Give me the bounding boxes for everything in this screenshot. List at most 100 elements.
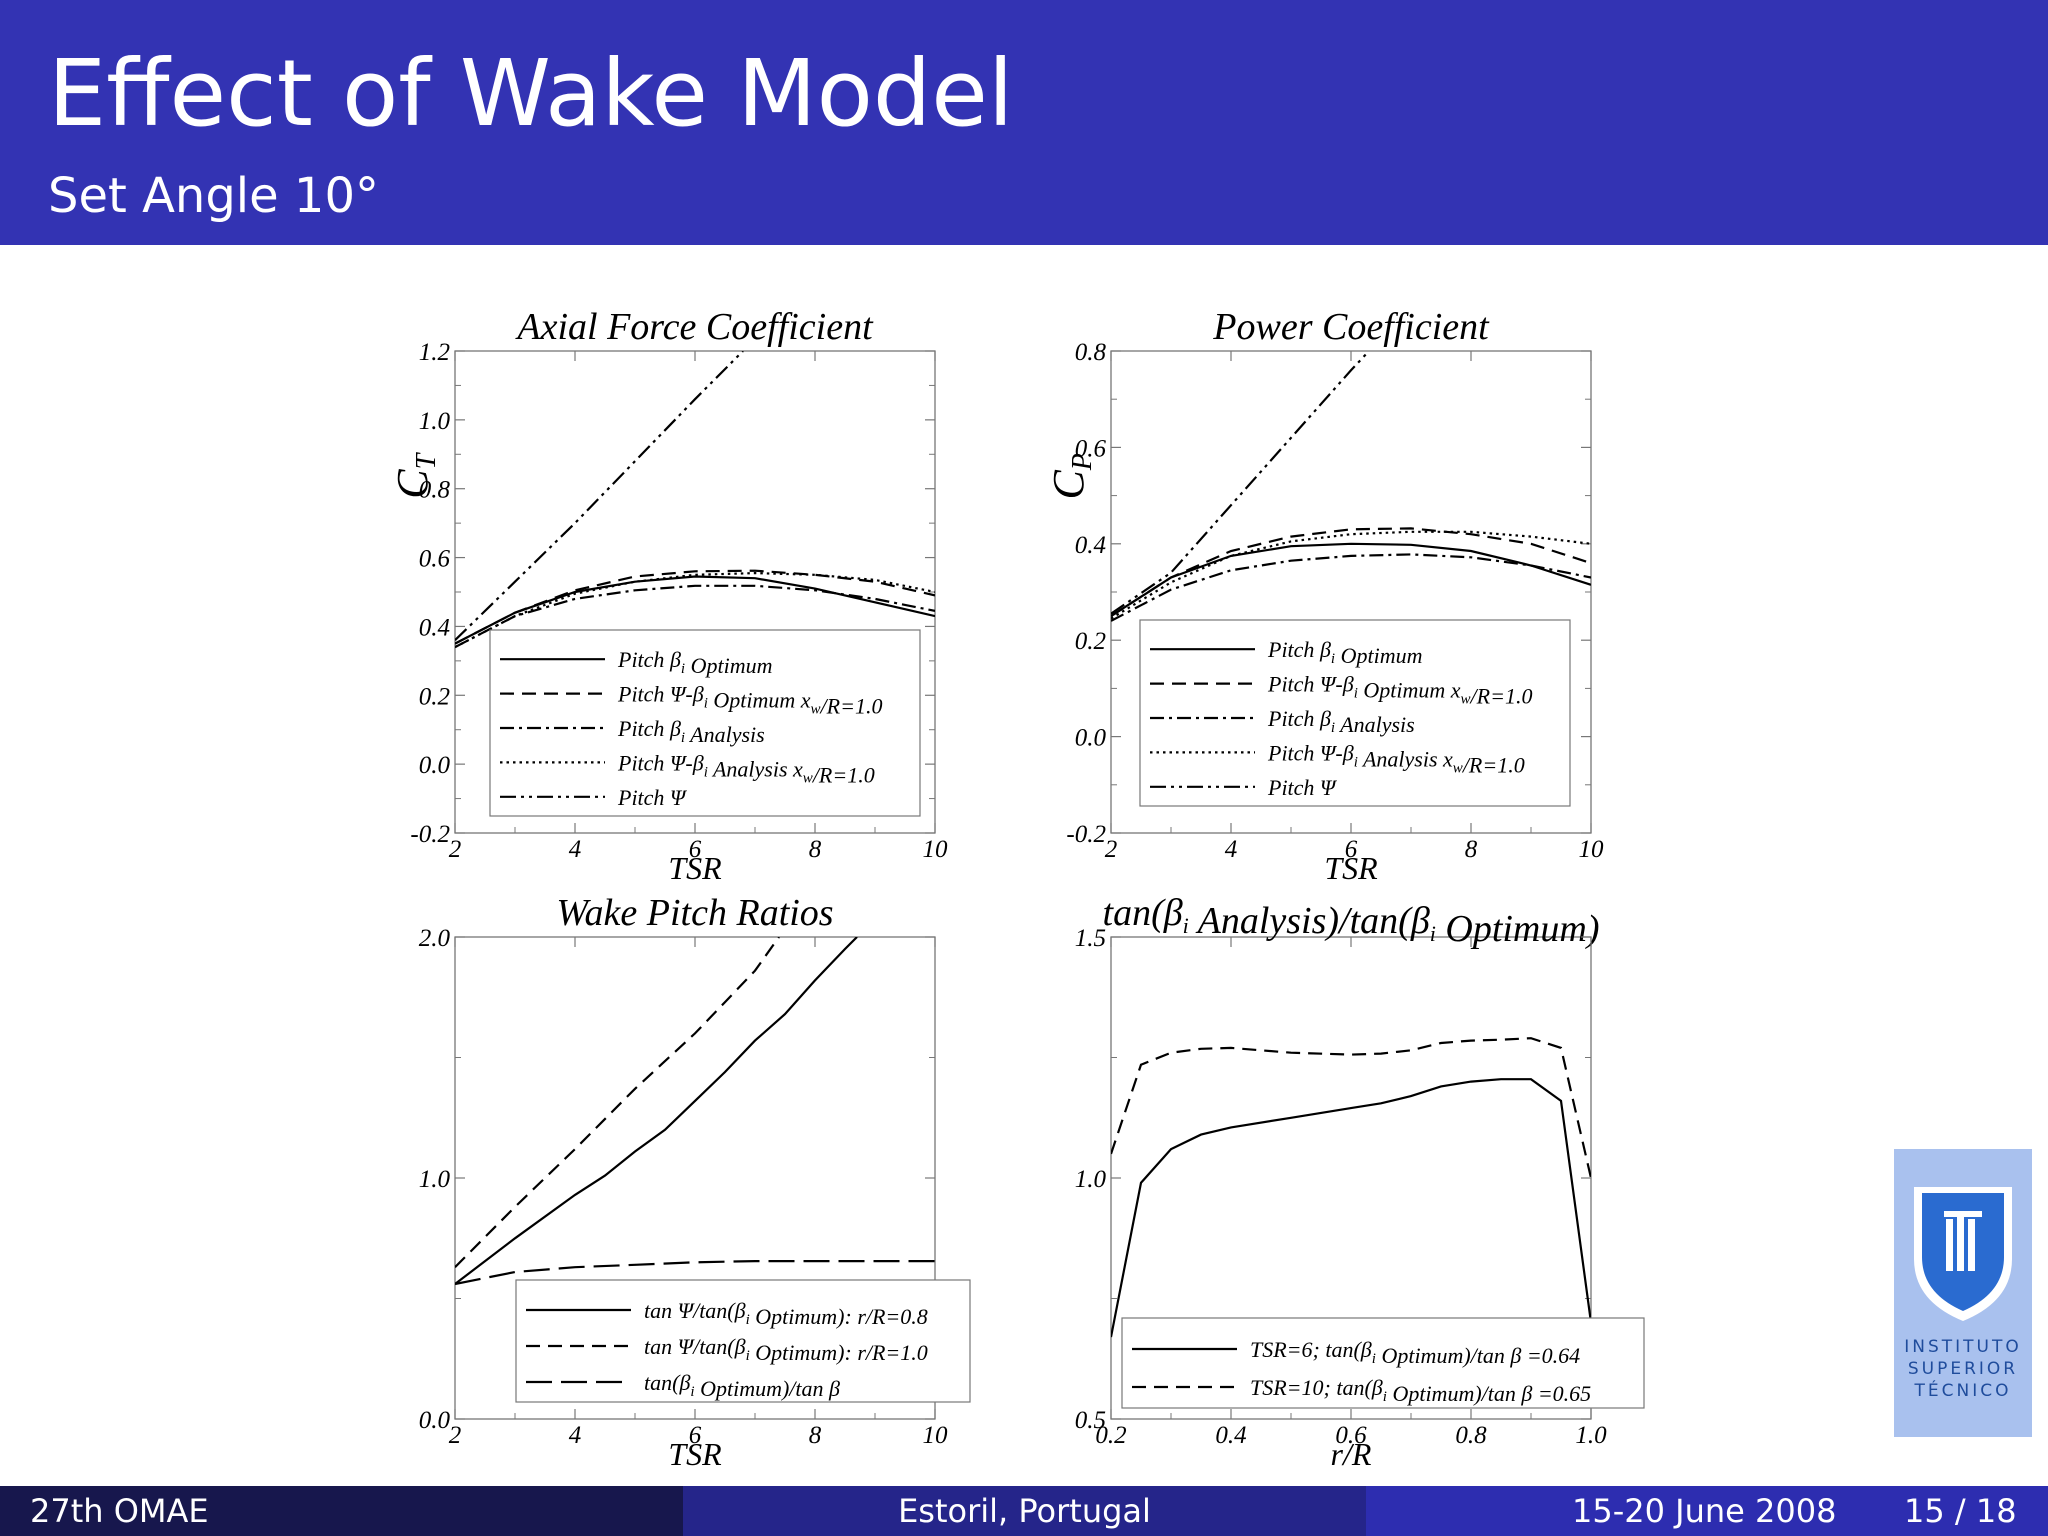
y-tick-label: 1.0: [419, 408, 451, 435]
chart-title: Power Coefficient: [1212, 306, 1490, 348]
legend-label-5: Pitch Ψ: [1267, 775, 1338, 800]
chart-title: tan(βi Analysis)/tan(βi Optimum): [1103, 892, 1600, 950]
slide-subtitle: Set Angle 10°: [48, 168, 380, 224]
legend-label-2: Pitch Ψ-βi Optimum xw/R=1.0: [617, 682, 882, 719]
title-bar: Effect of Wake Model Set Angle 10°: [0, 0, 2048, 245]
chart-legend: tan Ψ/tan(βi Optimum): r/R=0.8 tan Ψ/tan(…: [515, 1279, 971, 1403]
y-tick-label: 0.0: [419, 752, 451, 779]
legend-box: [1121, 1317, 1645, 1409]
x-tick-label: 4: [569, 836, 582, 863]
series-line-2: [455, 569, 935, 645]
x-tick-label: 8: [809, 1422, 822, 1449]
legend-box: [515, 1279, 971, 1403]
y-tick-label: -0.2: [410, 821, 450, 848]
series-line-3: [1111, 553, 1591, 622]
chart-1: Axial Force Coefficient 2 4 6 8 10 -0.2 0.0 0.2 0…: [388, 306, 948, 886]
legend-label-2: Pitch Ψ-βi Optimum xw/R=1.0: [1267, 672, 1532, 709]
y-tick-label: 1.0: [419, 1166, 451, 1193]
legend-label-1: Pitch βi Optimum: [617, 647, 772, 678]
series-group: [1111, 351, 1591, 622]
legend-box: [1139, 619, 1571, 807]
footer-date-segment: 15-20 June 2008 15 / 18: [1366, 1486, 2048, 1536]
series-group: [455, 351, 935, 649]
y-tick-label: 0.8: [419, 477, 451, 504]
logo-text-line-1: INSTITUTO: [1904, 1337, 2022, 1357]
y-tick-label: 1.0: [1075, 1166, 1107, 1193]
chart-2: Power Coefficient 2 4 6 8 10 -0.2 0.0 0.2 0.4 0.6 0…: [1044, 306, 1604, 886]
y-tick-label: 0.5: [1075, 1407, 1106, 1434]
x-tick-label: 0.8: [1455, 1422, 1487, 1449]
x-tick-label: 0.4: [1215, 1422, 1246, 1449]
y-tick-label: 0.2: [419, 683, 450, 710]
legend-label-3: tan(βi Optimum)/tan β: [644, 1370, 840, 1401]
series-line-3: [455, 584, 935, 649]
series-group: [1111, 1037, 1591, 1338]
chart-3: Wake Pitch Ratios 2 4 6 8 10 0.0 1.0 2.0 TSR tan Ψ…: [419, 892, 971, 1472]
legend-label-2: tan Ψ/tan(βi Optimum): r/R=1.0: [644, 1334, 928, 1365]
series-line-1: [1111, 542, 1591, 618]
x-axis-label: TSR: [668, 850, 722, 886]
x-axis-label: TSR: [1324, 850, 1378, 886]
legend-label-2: TSR=10; tan(βi Optimum)/tan β =0.65: [1250, 1375, 1591, 1406]
legend-label-5: Pitch Ψ: [617, 785, 688, 810]
y-tick-label: 0.2: [1075, 628, 1106, 655]
series-line-2: [1111, 527, 1591, 618]
x-tick-label: 4: [569, 1422, 582, 1449]
footer-bar: 27th OMAE Estoril, Portugal 15-20 June 2…: [0, 1486, 2048, 1536]
x-tick-label: 0.2: [1095, 1422, 1126, 1449]
y-axis-label: CT: [388, 451, 442, 498]
x-tick-label: 10: [923, 836, 949, 863]
series-line-5: [1111, 351, 1370, 615]
x-tick-label: 2: [1105, 836, 1118, 863]
series-group: [455, 937, 935, 1286]
y-tick-label: 0.8: [1075, 339, 1107, 366]
logo-text-line-2: SUPERIOR: [1907, 1359, 2019, 1379]
x-tick-label: 8: [1465, 836, 1478, 863]
logo-text-line-3: TÉCNICO: [1914, 1381, 2012, 1401]
series-line-2: [455, 937, 780, 1268]
chart-title: Wake Pitch Ratios: [556, 892, 833, 934]
x-tick-label: 10: [1579, 836, 1605, 863]
ist-logo: INSTITUTO SUPERIOR TÉCNICO: [1894, 1149, 2032, 1437]
x-tick-label: 4: [1225, 836, 1238, 863]
y-tick-label: 0.0: [419, 1407, 451, 1434]
footer-location: Estoril, Portugal: [898, 1492, 1151, 1530]
shield-icon: [1914, 1187, 2012, 1321]
legend-box: [489, 629, 921, 817]
x-tick-label: 10: [923, 1422, 949, 1449]
y-tick-label: 0.4: [1075, 532, 1106, 559]
series-line-4: [1111, 530, 1591, 620]
chart-legend: Pitch βi Optimum Pitch Ψ-βi Optimum xw/R=…: [489, 629, 921, 817]
footer-page-number: 15 / 18: [1904, 1492, 2017, 1530]
x-axis-label: r/R: [1331, 1436, 1372, 1472]
series-line-1: [455, 937, 858, 1285]
legend-label-1: tan Ψ/tan(βi Optimum): r/R=0.8: [644, 1298, 928, 1329]
x-tick-label: 2: [449, 836, 462, 863]
series-line-3: [455, 1260, 935, 1286]
legend-label-3: Pitch βi Analysis: [1267, 706, 1415, 737]
x-tick-label: 6: [689, 836, 702, 863]
series-line-1: [1111, 1078, 1591, 1338]
legend-label-4: Pitch Ψ-βi Analysis xw/R=1.0: [1267, 740, 1525, 777]
series-line-2: [1111, 1037, 1591, 1179]
x-tick-label: 6: [689, 1422, 702, 1449]
y-tick-label: 2.0: [419, 925, 451, 952]
y-tick-label: 0.4: [419, 614, 450, 641]
footer-conference: 27th OMAE: [30, 1492, 209, 1530]
legend-label-1: TSR=6; tan(βi Optimum)/tan β =0.64: [1250, 1337, 1580, 1368]
chart-4: tan(βi Analysis)/tan(βi Optimum) 0.2 0.4 0.…: [1075, 892, 1645, 1472]
x-tick-label: 6: [1345, 836, 1358, 863]
y-tick-label: 0.0: [1075, 725, 1107, 752]
x-tick-label: 1.0: [1575, 1422, 1607, 1449]
series-line-5: [455, 351, 744, 641]
legend-label-3: Pitch βi Analysis: [617, 716, 765, 747]
x-tick-label: 0.6: [1335, 1422, 1367, 1449]
y-tick-label: -0.2: [1066, 821, 1106, 848]
x-axis-label: TSR: [668, 1436, 722, 1472]
footer-location-segment: Estoril, Portugal: [683, 1486, 1366, 1536]
x-tick-label: 2: [449, 1422, 462, 1449]
chart-title: Axial Force Coefficient: [514, 306, 874, 348]
y-tick-label: 0.6: [1075, 435, 1107, 462]
y-tick-label: 1.2: [419, 339, 450, 366]
chart-legend: TSR=6; tan(βi Optimum)/tan β =0.64 TSR=10…: [1121, 1317, 1645, 1409]
